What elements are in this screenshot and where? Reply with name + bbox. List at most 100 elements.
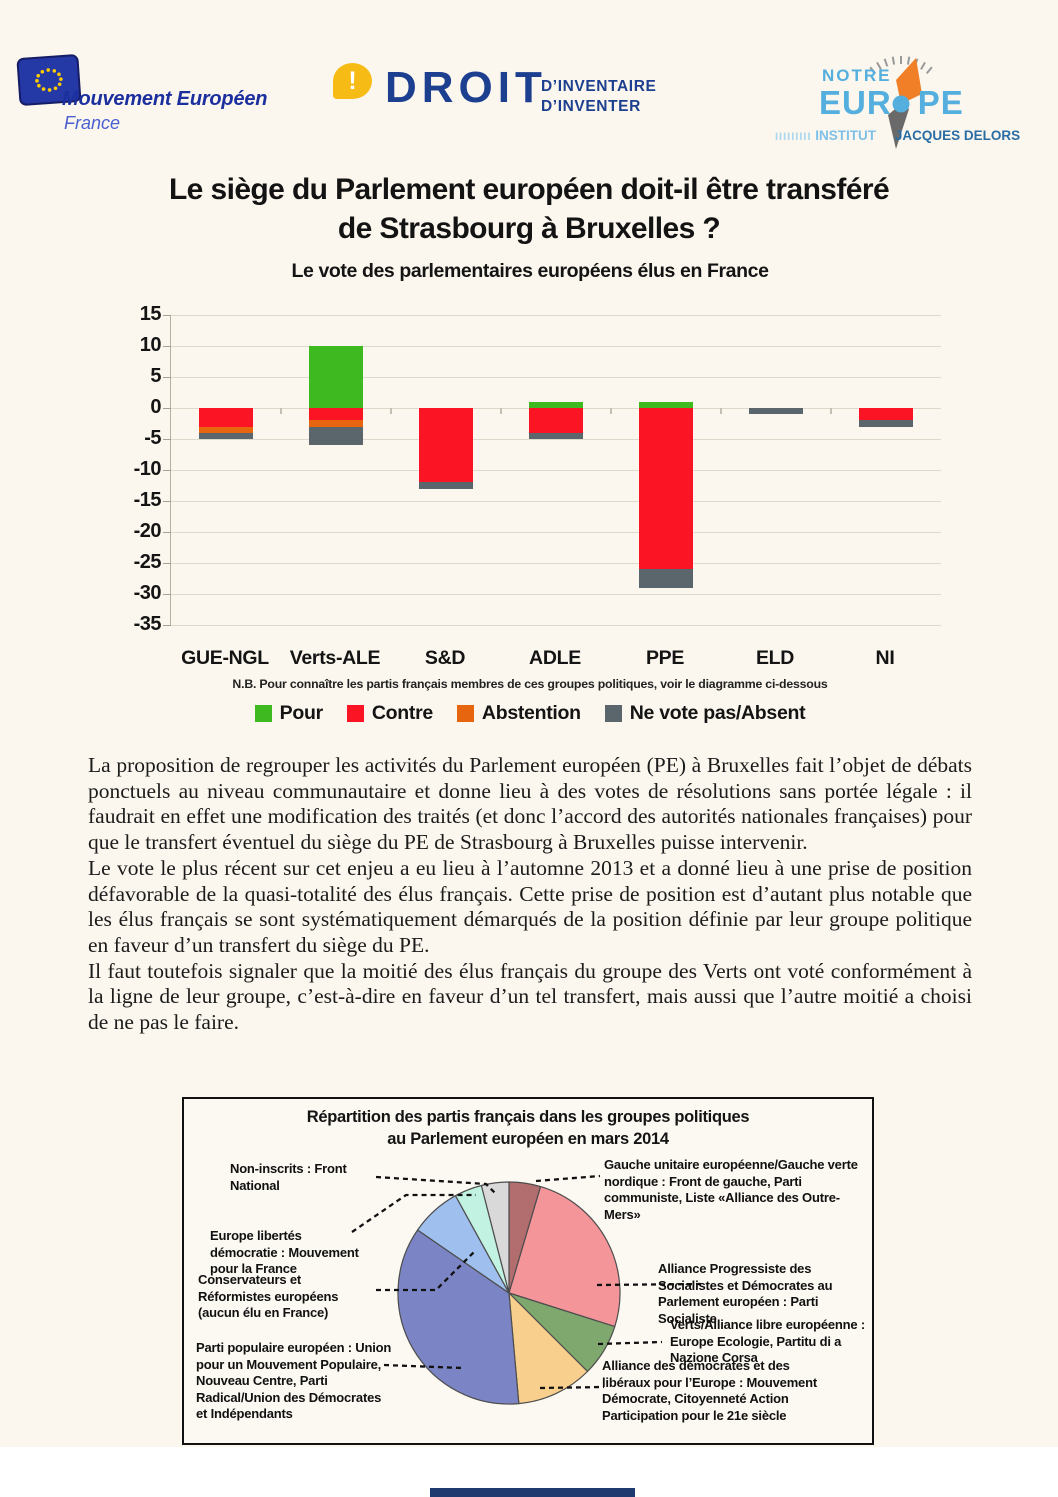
y-axis-tick bbox=[163, 439, 171, 440]
x-axis-tick bbox=[280, 408, 282, 414]
pie-label-non-inscrits: Non-inscrits : Front National bbox=[230, 1161, 347, 1193]
bar-segment-contre bbox=[529, 408, 583, 433]
vote-bar-chart: Le vote des parlementaires européens élu… bbox=[95, 258, 965, 744]
y-axis-tick bbox=[163, 377, 171, 378]
ne-logo-notre: NOTRE bbox=[822, 66, 892, 85]
bar-chart-title: Le vote des parlementaires européens élu… bbox=[291, 260, 769, 282]
bar-segment-ne-vote-pas-absent bbox=[419, 482, 473, 489]
pie-slice-ppe bbox=[397, 1229, 520, 1405]
bar-chart-plot-area bbox=[163, 315, 941, 626]
pie-label-ppe: Parti populaire européen : Union pour un… bbox=[196, 1340, 392, 1421]
leader-line bbox=[351, 1193, 476, 1233]
category-label: ADLE bbox=[529, 647, 581, 669]
bar-segment-contre bbox=[639, 408, 693, 570]
bar-segment-contre bbox=[199, 408, 253, 427]
y-axis-tick bbox=[163, 563, 171, 564]
bar-segment-pour bbox=[309, 346, 363, 408]
legend-label: Pour bbox=[279, 702, 324, 724]
category-label: PPE bbox=[645, 647, 685, 669]
bar-segment-contre bbox=[859, 408, 913, 421]
y-axis-label: -20 bbox=[133, 520, 162, 542]
droit-tagline-line1: D’INVENTAIRE bbox=[541, 78, 657, 95]
x-axis-tick bbox=[720, 408, 722, 414]
pie-label-sd: Alliance Progressiste des Socialistes et… bbox=[658, 1261, 833, 1326]
bar-segment-abstention bbox=[309, 420, 363, 427]
gridline bbox=[171, 532, 941, 533]
ne-logo-institut: INSTITUT bbox=[815, 128, 877, 143]
legend-swatch bbox=[254, 705, 272, 722]
gridline bbox=[171, 563, 941, 564]
gridline bbox=[171, 377, 941, 378]
x-axis-tick bbox=[610, 408, 612, 414]
bar-chart-legend: Pour Contre Abstention Ne vote pas/Absent bbox=[95, 702, 965, 725]
pie-title-line2: au Parlement européen en mars 2014 bbox=[387, 1130, 669, 1148]
bar-segment-ne-vote-pas-absent bbox=[859, 420, 913, 427]
me-logo-title: Mouvement Européen bbox=[62, 88, 268, 110]
bar-segment-pour bbox=[639, 401, 693, 408]
legend-label: Abstention bbox=[481, 702, 581, 724]
leader-line bbox=[376, 1250, 476, 1292]
pie-slice-ni bbox=[480, 1181, 510, 1294]
bottom-margin bbox=[0, 1447, 1058, 1497]
paragraph-2: Le vote le plus récent sur cet enjeu a e… bbox=[88, 855, 972, 957]
pie-label-verts: Verts/Alliance libre européenne : Europe… bbox=[670, 1317, 865, 1365]
me-logo-subtitle: France bbox=[64, 113, 121, 133]
x-axis-tick bbox=[830, 408, 832, 414]
y-axis-label: -15 bbox=[133, 489, 162, 511]
page-title: Le siège du Parlement européen doit-il ê… bbox=[0, 170, 1058, 248]
ne-logo-jacques-delors: JACQUES DELORS bbox=[894, 128, 1021, 143]
droit-wordmark: DROIT bbox=[385, 63, 547, 112]
leader-line bbox=[375, 1175, 497, 1195]
pie-slice-adle bbox=[508, 1292, 589, 1405]
y-axis-tick bbox=[163, 594, 171, 595]
gridline bbox=[171, 346, 941, 347]
y-axis-label: 0 bbox=[150, 396, 161, 418]
gridline bbox=[171, 470, 941, 471]
category-label: S&D bbox=[424, 647, 466, 669]
page-title-line1: Le siège du Parlement européen doit-il ê… bbox=[168, 173, 890, 206]
paragraph-3: Il faut toutefois signaler que la moitié… bbox=[88, 958, 972, 1035]
leader-line bbox=[383, 1363, 463, 1370]
y-axis-tick bbox=[163, 315, 171, 316]
leader-line bbox=[539, 1385, 605, 1390]
y-axis-tick bbox=[163, 625, 171, 626]
ne-logo-eur: EUR bbox=[819, 84, 892, 121]
y-axis-label: -25 bbox=[133, 551, 162, 573]
y-axis-label: -5 bbox=[144, 427, 161, 449]
category-label: GUE-NGL bbox=[181, 647, 269, 669]
x-axis-tick bbox=[390, 408, 392, 414]
bar-segment-contre bbox=[309, 408, 363, 421]
x-axis-tick bbox=[500, 408, 502, 414]
ne-logo-europe: EUR PE bbox=[819, 84, 964, 122]
page-title-line2: de Strasbourg à Bruxelles ? bbox=[337, 212, 721, 245]
next-page-edge bbox=[430, 1488, 635, 1497]
bar-segment-ne-vote-pas-absent bbox=[199, 432, 253, 439]
category-label: NI bbox=[875, 647, 895, 669]
ne-logo-pe: PE bbox=[917, 84, 964, 121]
legend-label: Contre bbox=[371, 702, 433, 724]
y-axis-tick bbox=[163, 408, 171, 409]
y-axis-label: 10 bbox=[139, 334, 162, 356]
gridline bbox=[171, 594, 941, 595]
legend-swatch bbox=[604, 705, 622, 722]
gridline bbox=[171, 315, 941, 316]
category-label: ELD bbox=[755, 647, 795, 669]
category-label: Verts-ALE bbox=[289, 647, 381, 669]
droit-inventaire-logo: ! DROIT D’INVENTAIRE D’INVENTER bbox=[333, 58, 693, 128]
droit-tagline: D’INVENTAIRE D’INVENTER bbox=[541, 77, 656, 117]
y-axis-label: -10 bbox=[133, 458, 162, 480]
y-axis-label: 5 bbox=[150, 365, 161, 387]
bar-chart-note: N.B. Pour connaître les partis français … bbox=[232, 677, 828, 691]
legend-item: Pour bbox=[254, 702, 324, 725]
legend-label: Ne vote pas/Absent bbox=[629, 702, 806, 724]
paragraph-1: La proposition de regrouper les activité… bbox=[88, 753, 972, 855]
pie-label-adle: Alliance des démocrates et des libéraux … bbox=[602, 1358, 817, 1423]
y-axis-label: -30 bbox=[133, 582, 162, 604]
pie-label-conservateurs: Conservateurs et Réformistes européens (… bbox=[198, 1272, 339, 1320]
gridline bbox=[171, 439, 941, 440]
legend-swatch bbox=[456, 705, 474, 722]
ne-logo-ticks: IIIIIIIII bbox=[775, 131, 812, 143]
legend-item: Abstention bbox=[456, 702, 581, 725]
pie-label-gue: Gauche unitaire européenne/Gauche verte … bbox=[604, 1157, 858, 1222]
